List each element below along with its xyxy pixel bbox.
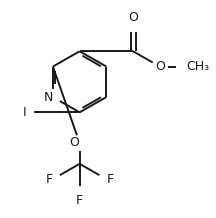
Text: O: O (128, 11, 138, 24)
Text: N: N (44, 90, 53, 104)
Text: I: I (22, 106, 26, 119)
Text: F: F (106, 173, 113, 186)
Text: O: O (70, 136, 80, 149)
Text: O: O (155, 60, 165, 73)
Text: F: F (46, 173, 53, 186)
Text: F: F (76, 194, 83, 207)
Text: CH₃: CH₃ (186, 60, 210, 73)
